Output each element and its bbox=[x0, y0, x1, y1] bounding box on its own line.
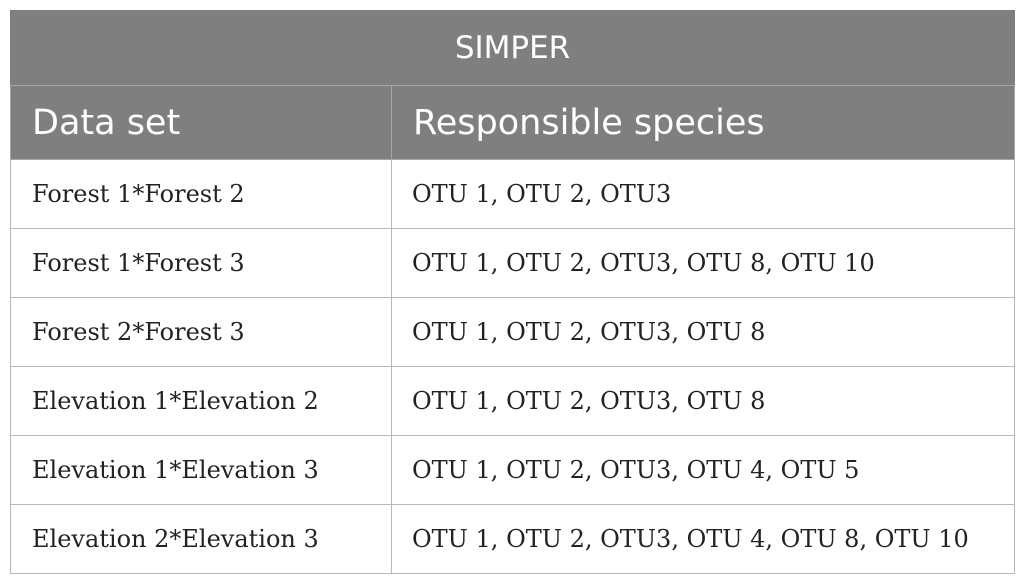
data-set-cell: Forest 1*Forest 2 bbox=[10, 159, 392, 229]
table-row: Forest 1*Forest 2 OTU 1, OTU 2, OTU3 bbox=[10, 159, 1016, 229]
data-set-cell: Forest 2*Forest 3 bbox=[10, 297, 392, 367]
species-cell: OTU 1, OTU 2, OTU3, OTU 4, OTU 5 bbox=[390, 435, 1016, 505]
table-title: SIMPER bbox=[9, 10, 1016, 86]
column-header-responsible-species: Responsible species bbox=[390, 85, 1016, 160]
species-cell: OTU 1, OTU 2, OTU3, OTU 4, OTU 8, OTU 10 bbox=[390, 504, 1016, 574]
species-cell: OTU 1, OTU 2, OTU3, OTU 8, OTU 10 bbox=[390, 228, 1016, 298]
data-set-cell: Elevation 1*Elevation 2 bbox=[10, 366, 392, 436]
table-row: Elevation 1*Elevation 3 OTU 1, OTU 2, OT… bbox=[10, 435, 1016, 505]
table-row: Elevation 2*Elevation 3 OTU 1, OTU 2, OT… bbox=[10, 504, 1016, 574]
data-set-cell: Forest 1*Forest 3 bbox=[10, 228, 392, 298]
column-header-row: Data set Responsible species bbox=[10, 85, 1016, 160]
simper-table: SIMPER Data set Responsible species Fore… bbox=[9, 10, 1016, 574]
table-row: Forest 2*Forest 3 OTU 1, OTU 2, OTU3, OT… bbox=[10, 297, 1016, 367]
table-row: Forest 1*Forest 3 OTU 1, OTU 2, OTU3, OT… bbox=[10, 228, 1016, 298]
data-set-cell: Elevation 2*Elevation 3 bbox=[10, 504, 392, 574]
species-cell: OTU 1, OTU 2, OTU3, OTU 8 bbox=[390, 297, 1016, 367]
column-header-data-set: Data set bbox=[10, 85, 392, 160]
species-cell: OTU 1, OTU 2, OTU3, OTU 8 bbox=[390, 366, 1016, 436]
species-cell: OTU 1, OTU 2, OTU3 bbox=[390, 159, 1016, 229]
data-set-cell: Elevation 1*Elevation 3 bbox=[10, 435, 392, 505]
table-row: Elevation 1*Elevation 2 OTU 1, OTU 2, OT… bbox=[10, 366, 1016, 436]
table-title-row: SIMPER bbox=[9, 10, 1016, 86]
